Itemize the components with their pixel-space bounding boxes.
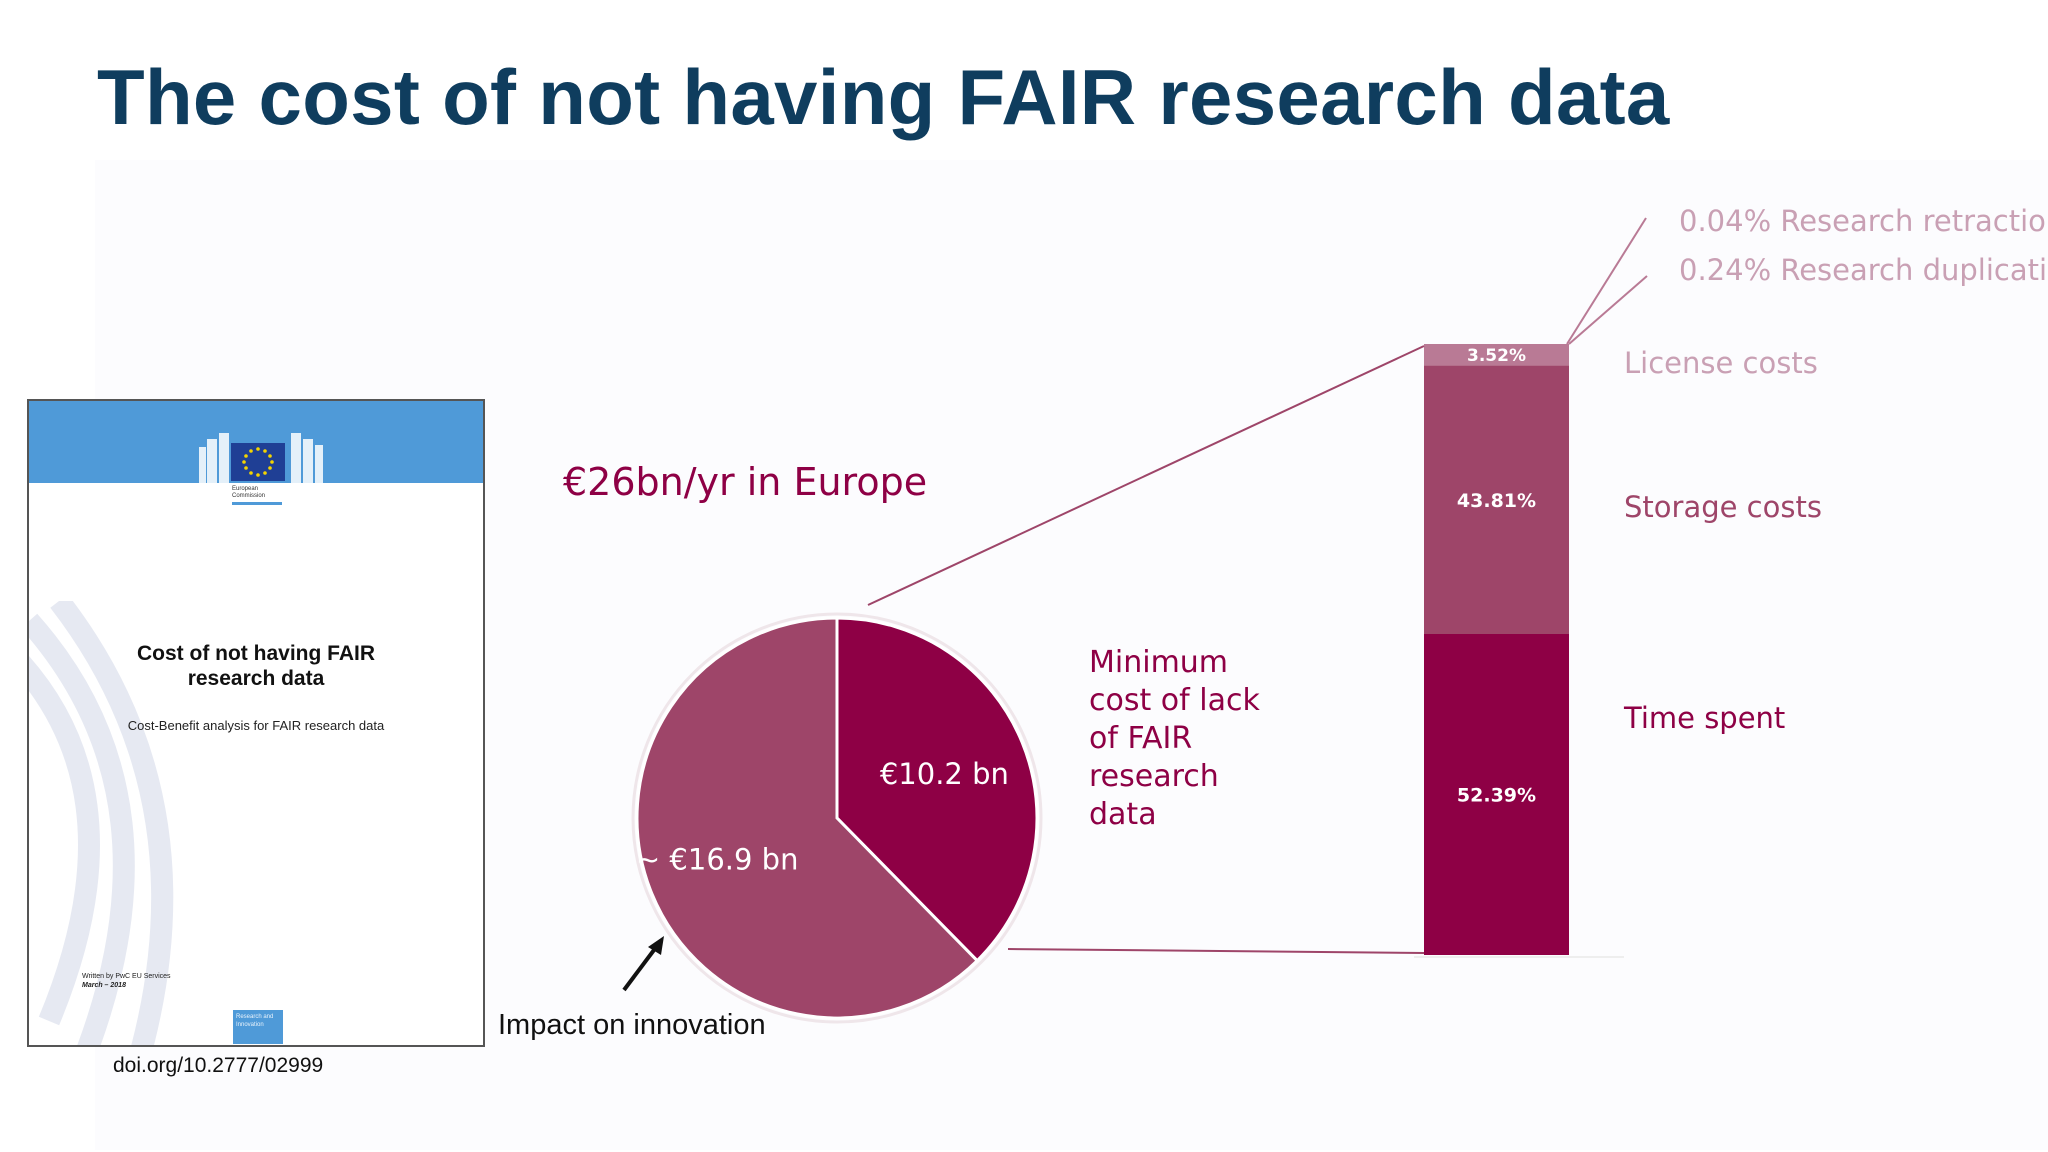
pie-callout-line-2: cost of lack bbox=[1089, 683, 1260, 718]
bar-value-label-2: 43.81% bbox=[1457, 490, 1536, 512]
publisher-line-2: Commission bbox=[232, 493, 266, 499]
pie-callout-line-1: Minimum bbox=[1089, 645, 1228, 680]
bar-segment-2 bbox=[1424, 365, 1569, 634]
doi-link[interactable]: doi.org/10.2777/02999 bbox=[113, 1054, 324, 1077]
bar-segment-1 bbox=[1424, 633, 1569, 955]
bar-category-label-1: Time spent bbox=[1623, 701, 1785, 735]
pie-outline bbox=[631, 612, 1043, 1024]
pie-callout-line-3: of FAIR bbox=[1089, 721, 1192, 756]
pie-callout-line-5: data bbox=[1089, 797, 1157, 832]
pie-annotation: Impact on innovation bbox=[498, 1009, 766, 1041]
report-title-line-1: Cost of not having FAIR bbox=[137, 642, 375, 665]
pie-slice-1 bbox=[835, 616, 1039, 963]
bar-minor-label-retraction: 0.04% Research retraction bbox=[1679, 204, 2048, 238]
publisher-underline bbox=[232, 502, 282, 505]
report-cover: European Commission Cost of not having F… bbox=[27, 399, 485, 1047]
connector-line-bottom bbox=[1007, 948, 1425, 954]
decorative-swoosh bbox=[29, 601, 174, 1045]
report-title: Cost of not having FAIR research data bbox=[29, 641, 483, 691]
report-subtitle: Cost-Benefit analysis for FAIR research … bbox=[127, 718, 385, 733]
publisher-line-1: European bbox=[232, 486, 259, 492]
leader-line-duplication bbox=[1568, 275, 1648, 345]
pie-slice-label-2: ~ €16.9 bn bbox=[636, 843, 799, 877]
bar-value-label-3: 3.52% bbox=[1467, 346, 1526, 366]
bar-minor-label-duplication: 0.24% Research duplication bbox=[1679, 253, 2048, 287]
publisher-label: European Commission bbox=[232, 486, 265, 500]
pie-slice-label-1: €10.2 bn bbox=[880, 757, 1009, 791]
bar-category-label-2: Storage costs bbox=[1624, 490, 1822, 524]
pie-headline: €26bn/yr in Europe bbox=[563, 460, 927, 504]
badge-line-1: Research and bbox=[236, 1014, 274, 1020]
connector-line-top bbox=[867, 345, 1425, 606]
pie-slice-2 bbox=[635, 616, 980, 1020]
report-byline: Written by PwC EU Services March – 2018 bbox=[82, 972, 171, 990]
report-date: March – 2018 bbox=[82, 982, 126, 989]
bar-segment-3 bbox=[1424, 344, 1569, 366]
bar-value-label-1: 52.39% bbox=[1457, 784, 1536, 806]
report-author: Written by PwC EU Services bbox=[82, 973, 171, 980]
slide-title: The cost of not having FAIR research dat… bbox=[97, 53, 1670, 141]
innovation-arrow-head-icon bbox=[648, 936, 664, 955]
european-commission-logo-icon bbox=[199, 433, 323, 483]
badge-line-2: Innovation bbox=[236, 1022, 264, 1028]
leader-line-retraction bbox=[1566, 217, 1647, 345]
innovation-arrow-shaft bbox=[622, 944, 659, 992]
pie-callout-line-4: research bbox=[1089, 759, 1219, 794]
bar-category-label-3: License costs bbox=[1624, 346, 1818, 380]
report-title-line-2: research data bbox=[187, 667, 325, 690]
research-innovation-badge: Research and Innovation bbox=[233, 1010, 283, 1044]
